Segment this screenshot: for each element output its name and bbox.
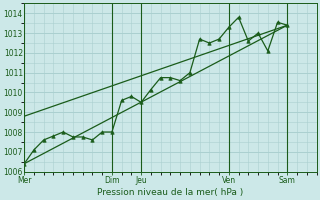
X-axis label: Pression niveau de la mer( hPa ): Pression niveau de la mer( hPa ) xyxy=(97,188,244,197)
